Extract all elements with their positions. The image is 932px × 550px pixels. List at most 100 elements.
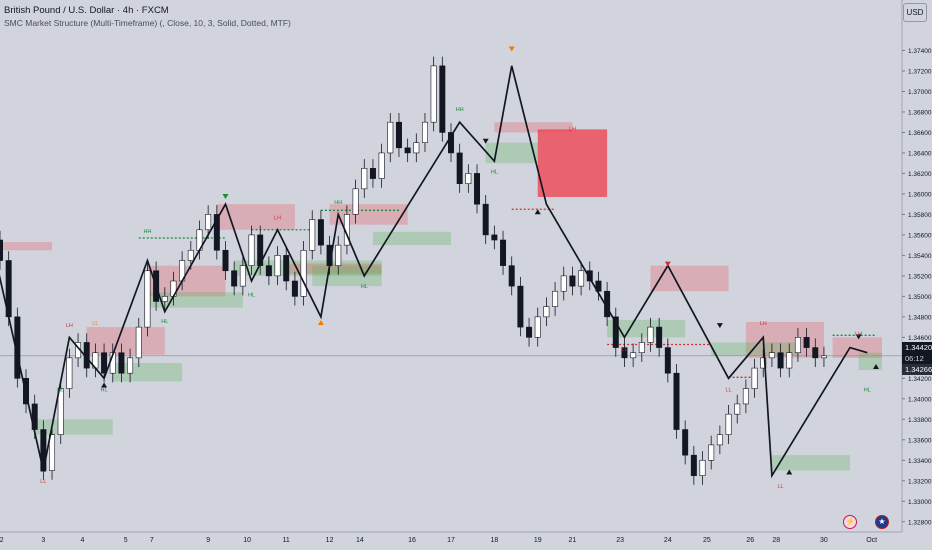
triangle-down-marker [222, 194, 229, 200]
candle-bullish [274, 255, 281, 277]
structure-label: LL [725, 388, 731, 394]
candle-bullish [552, 290, 559, 307]
supply-zone [650, 265, 729, 292]
indicator-label[interactable]: SMC Market Structure (Multi-Timeframe) (… [4, 18, 291, 28]
candle-bearish [448, 132, 454, 154]
triangle-up-marker [317, 319, 324, 325]
candle-bearish [803, 337, 810, 348]
candle-bullish [630, 352, 637, 359]
y-tick-label: 1.36000 [908, 191, 932, 198]
zigzag-line [0, 65, 868, 479]
candle-bullish [742, 388, 749, 405]
candle-bullish [205, 214, 212, 231]
structure-label: LH [274, 216, 281, 222]
y-tick-label: 1.33600 [908, 437, 932, 444]
structure-label: HH [456, 107, 464, 113]
candle-bullish [49, 434, 56, 471]
x-tick-label: 26 [746, 537, 754, 544]
candle-bearish [656, 326, 663, 348]
structure-label: HL [161, 319, 168, 325]
candle-bullish [708, 444, 715, 461]
demand-zone [711, 342, 798, 356]
x-tick-label: 9 [206, 537, 210, 544]
triangle-down-marker [508, 46, 515, 52]
structure-label: HH [334, 200, 342, 206]
candle-bearish [222, 249, 229, 272]
x-tick-label: 3 [41, 537, 45, 544]
candle-bullish [560, 275, 567, 292]
candle-bullish [421, 121, 428, 143]
candle-bearish [265, 265, 272, 277]
x-tick-label: 30 [820, 537, 828, 544]
structure-label: HL [101, 388, 108, 394]
x-tick-label: 23 [616, 537, 624, 544]
candle-bearish [291, 280, 298, 297]
candle-bullish [543, 306, 550, 318]
y-tick-label: 1.36600 [908, 130, 932, 137]
candle-bullish [135, 326, 142, 359]
currency-button[interactable]: USD [903, 3, 927, 22]
y-tick-label: 1.35600 [908, 232, 932, 239]
supply-zone [0, 242, 53, 251]
candle-bearish [621, 347, 628, 359]
candle-bullish [352, 188, 359, 215]
candle-bullish [309, 219, 316, 251]
x-tick-label: 19 [534, 537, 542, 544]
candle-bullish [248, 234, 255, 266]
y-tick-label: 1.33400 [908, 458, 932, 465]
supply-zone [832, 337, 882, 358]
candle-bullish [378, 152, 385, 179]
us-flag-icon[interactable]: ★ [875, 515, 889, 529]
candle-bullish [361, 168, 368, 190]
candle-bullish [578, 270, 585, 287]
candle-bullish [300, 249, 307, 297]
x-tick-label: 12 [326, 537, 334, 544]
low-price-badge: 1.34266 [902, 364, 932, 375]
triangle-up-marker [872, 364, 879, 370]
candle-bearish [213, 214, 220, 251]
candle-bearish [777, 352, 784, 369]
structure-label: HL [248, 292, 255, 298]
candle-bullish [335, 244, 342, 266]
supply-zone [147, 265, 226, 297]
candle-bearish [690, 454, 697, 476]
candle-bearish [586, 270, 593, 282]
y-tick-label: 1.34000 [908, 396, 932, 403]
candle-bearish [101, 352, 108, 374]
candle-bearish [526, 326, 533, 338]
x-tick-label: 7 [150, 537, 154, 544]
triangle-up-marker [534, 209, 541, 215]
triangle-down-marker [482, 138, 489, 144]
triangle-down-marker [716, 323, 723, 329]
demand-zone [771, 455, 850, 471]
candle-bullish [647, 326, 654, 343]
x-tick-label: 18 [490, 537, 498, 544]
y-tick-label: 1.35400 [908, 253, 932, 260]
candle-bullish [127, 357, 134, 374]
x-tick-label: 11 [283, 537, 290, 544]
structure-label: HL [361, 284, 368, 290]
y-tick-label: 1.37000 [908, 89, 932, 96]
candle-bearish [456, 152, 463, 184]
structure-label: LL [40, 479, 46, 485]
candle-bullish [187, 249, 194, 261]
structure-label: LL [621, 347, 627, 353]
x-tick-label: 2 [0, 537, 4, 544]
candle-bearish [482, 203, 489, 236]
candle-bullish [638, 342, 645, 354]
y-tick-label: 1.36200 [908, 171, 932, 178]
y-tick-label: 1.32800 [908, 519, 932, 526]
structure-label: LL [778, 484, 784, 490]
candle-bearish [474, 173, 481, 205]
candle-bearish [395, 121, 402, 149]
y-tick-label: 1.34200 [908, 376, 932, 383]
structure-label: HL [491, 169, 498, 175]
x-tick-label: 28 [772, 537, 780, 544]
demand-zone [372, 231, 451, 246]
lightning-icon[interactable]: ⚡ [843, 515, 857, 529]
structure-label: HL [864, 388, 871, 394]
triangle-down-marker [664, 261, 671, 267]
y-tick-label: 1.33800 [908, 417, 932, 424]
x-tick-label: 16 [408, 537, 416, 544]
